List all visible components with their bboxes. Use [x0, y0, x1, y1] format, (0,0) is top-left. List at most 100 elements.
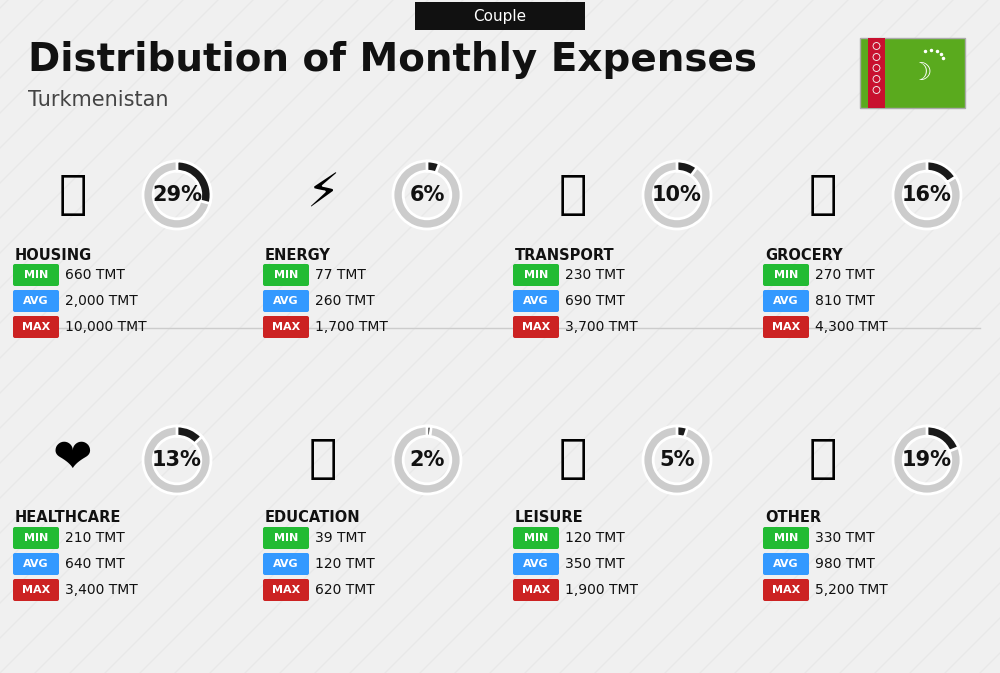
Text: 3,700 TMT: 3,700 TMT: [565, 320, 638, 334]
Text: 19%: 19%: [902, 450, 952, 470]
Text: MIN: MIN: [274, 270, 298, 280]
Text: 10%: 10%: [652, 185, 702, 205]
Text: Turkmenistan: Turkmenistan: [28, 90, 168, 110]
Text: 260 TMT: 260 TMT: [315, 294, 375, 308]
Text: MAX: MAX: [22, 585, 50, 595]
Circle shape: [874, 65, 880, 71]
Text: 270 TMT: 270 TMT: [815, 268, 875, 282]
Text: AVG: AVG: [23, 559, 49, 569]
Text: 🎓: 🎓: [309, 437, 337, 483]
Text: MAX: MAX: [772, 585, 800, 595]
FancyBboxPatch shape: [763, 290, 809, 312]
Text: MIN: MIN: [24, 533, 48, 543]
Text: 690 TMT: 690 TMT: [565, 294, 625, 308]
FancyBboxPatch shape: [860, 38, 965, 108]
Text: 3,400 TMT: 3,400 TMT: [65, 583, 138, 597]
FancyBboxPatch shape: [263, 527, 309, 549]
Text: LEISURE: LEISURE: [515, 511, 584, 526]
Text: 980 TMT: 980 TMT: [815, 557, 875, 571]
Text: 350 TMT: 350 TMT: [565, 557, 625, 571]
Text: AVG: AVG: [773, 296, 799, 306]
Wedge shape: [643, 161, 711, 229]
FancyBboxPatch shape: [263, 316, 309, 338]
Text: 5,200 TMT: 5,200 TMT: [815, 583, 888, 597]
Wedge shape: [677, 161, 697, 176]
Text: TRANSPORT: TRANSPORT: [515, 248, 615, 262]
Text: 💰: 💰: [809, 437, 837, 483]
Text: Couple: Couple: [473, 9, 527, 24]
FancyBboxPatch shape: [513, 264, 559, 286]
Circle shape: [874, 87, 880, 93]
FancyBboxPatch shape: [263, 579, 309, 601]
FancyBboxPatch shape: [513, 579, 559, 601]
Text: 13%: 13%: [152, 450, 202, 470]
Text: MAX: MAX: [22, 322, 50, 332]
Circle shape: [872, 63, 881, 73]
Text: 4,300 TMT: 4,300 TMT: [815, 320, 888, 334]
FancyBboxPatch shape: [415, 2, 585, 30]
FancyBboxPatch shape: [868, 38, 885, 108]
Text: ☽: ☽: [909, 61, 932, 85]
Text: ⚡: ⚡: [306, 172, 340, 217]
Text: GROCERY: GROCERY: [765, 248, 843, 262]
Text: 16%: 16%: [902, 185, 952, 205]
Text: 210 TMT: 210 TMT: [65, 531, 125, 545]
Text: MIN: MIN: [524, 533, 548, 543]
Text: 810 TMT: 810 TMT: [815, 294, 875, 308]
FancyBboxPatch shape: [13, 316, 59, 338]
Text: HOUSING: HOUSING: [15, 248, 92, 262]
Text: AVG: AVG: [273, 559, 299, 569]
Text: 1,700 TMT: 1,700 TMT: [315, 320, 388, 334]
Text: MAX: MAX: [272, 322, 300, 332]
Wedge shape: [927, 426, 959, 451]
Text: MIN: MIN: [524, 270, 548, 280]
FancyBboxPatch shape: [263, 290, 309, 312]
Text: HEALTHCARE: HEALTHCARE: [15, 511, 121, 526]
Text: 29%: 29%: [152, 185, 202, 205]
Text: 10,000 TMT: 10,000 TMT: [65, 320, 147, 334]
Wedge shape: [427, 426, 431, 436]
Text: 230 TMT: 230 TMT: [565, 268, 625, 282]
Text: AVG: AVG: [523, 559, 549, 569]
Text: 2,000 TMT: 2,000 TMT: [65, 294, 138, 308]
Wedge shape: [177, 161, 211, 203]
Text: 🚌: 🚌: [559, 172, 587, 217]
Wedge shape: [393, 161, 461, 229]
Text: AVG: AVG: [273, 296, 299, 306]
FancyBboxPatch shape: [763, 579, 809, 601]
Text: AVG: AVG: [23, 296, 49, 306]
Circle shape: [874, 43, 880, 49]
Wedge shape: [927, 161, 956, 182]
Text: 120 TMT: 120 TMT: [315, 557, 375, 571]
Text: ENERGY: ENERGY: [265, 248, 331, 262]
Circle shape: [872, 42, 881, 50]
Text: 640 TMT: 640 TMT: [65, 557, 125, 571]
Circle shape: [872, 85, 881, 94]
Text: 🏢: 🏢: [59, 172, 87, 217]
Text: 660 TMT: 660 TMT: [65, 268, 125, 282]
FancyBboxPatch shape: [13, 527, 59, 549]
Wedge shape: [393, 426, 461, 494]
Text: MIN: MIN: [774, 270, 798, 280]
Text: MIN: MIN: [774, 533, 798, 543]
Wedge shape: [427, 161, 440, 173]
Text: MAX: MAX: [522, 322, 550, 332]
Text: 1,900 TMT: 1,900 TMT: [565, 583, 638, 597]
Wedge shape: [143, 161, 211, 229]
Text: 39 TMT: 39 TMT: [315, 531, 366, 545]
FancyBboxPatch shape: [513, 290, 559, 312]
FancyBboxPatch shape: [763, 316, 809, 338]
Circle shape: [874, 54, 880, 60]
Wedge shape: [893, 161, 961, 229]
FancyBboxPatch shape: [513, 316, 559, 338]
Text: ❤️: ❤️: [53, 437, 93, 483]
Text: 620 TMT: 620 TMT: [315, 583, 375, 597]
Text: OTHER: OTHER: [765, 511, 821, 526]
FancyBboxPatch shape: [263, 264, 309, 286]
Circle shape: [874, 76, 880, 82]
FancyBboxPatch shape: [513, 527, 559, 549]
Wedge shape: [893, 426, 961, 494]
Text: 🛍️: 🛍️: [559, 437, 587, 483]
Text: EDUCATION: EDUCATION: [265, 511, 361, 526]
Text: Distribution of Monthly Expenses: Distribution of Monthly Expenses: [28, 41, 757, 79]
